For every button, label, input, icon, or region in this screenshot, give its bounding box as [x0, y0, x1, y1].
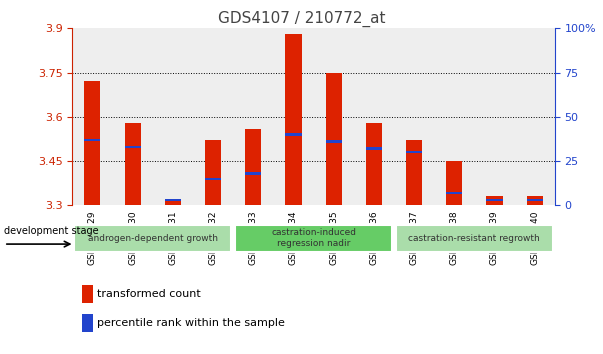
Bar	[245, 129, 261, 205]
Text: castration-induced
regression nadir: castration-induced regression nadir	[271, 228, 356, 248]
Bar	[487, 196, 502, 205]
Text: GDS4107 / 210772_at: GDS4107 / 210772_at	[218, 11, 385, 27]
Text: castration-resistant regrowth: castration-resistant regrowth	[408, 234, 540, 242]
Bar	[526, 196, 543, 205]
Bar	[487, 199, 502, 201]
Bar	[366, 123, 382, 205]
Bar	[285, 34, 302, 205]
Bar	[82, 285, 93, 303]
Bar	[165, 199, 181, 201]
FancyBboxPatch shape	[396, 224, 553, 252]
FancyBboxPatch shape	[235, 224, 392, 252]
Bar	[84, 139, 101, 141]
Bar	[326, 141, 342, 143]
Bar	[84, 81, 101, 205]
Bar	[205, 141, 221, 205]
Bar	[326, 73, 342, 205]
Bar	[125, 146, 140, 148]
Bar	[526, 199, 543, 201]
Bar	[205, 178, 221, 180]
Bar	[446, 161, 463, 205]
Bar	[165, 199, 181, 205]
Text: percentile rank within the sample: percentile rank within the sample	[98, 318, 285, 328]
Bar	[285, 133, 302, 136]
Bar	[125, 123, 140, 205]
Bar	[245, 172, 261, 175]
Bar	[366, 148, 382, 150]
FancyBboxPatch shape	[74, 224, 231, 252]
Bar	[406, 141, 422, 205]
Bar	[82, 314, 93, 332]
Text: transformed count: transformed count	[98, 289, 201, 299]
Text: androgen-dependent growth: androgen-dependent growth	[88, 234, 218, 242]
Text: development stage: development stage	[4, 225, 98, 235]
Bar	[446, 192, 463, 194]
Bar	[406, 151, 422, 153]
